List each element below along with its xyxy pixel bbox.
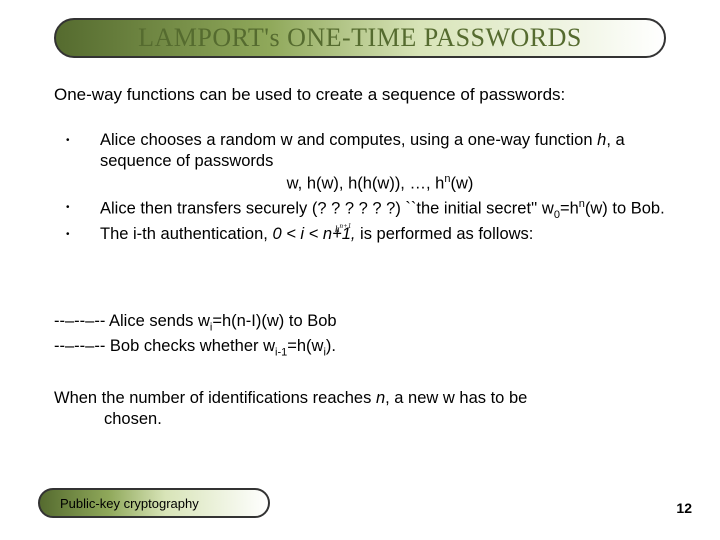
maybe-sup: n+1 <box>340 222 352 230</box>
b3-tail: is performed as follows: <box>355 225 533 243</box>
bullet-1-body: Alice chooses a random w and computes, u… <box>100 130 666 195</box>
bullet-dot-icon: • <box>66 224 100 245</box>
closing-b: , a new w has to be <box>385 389 527 407</box>
d1-a: --–--–-- Alice sends w <box>54 312 210 330</box>
bullet-3: • The i-th authentication, 0 < i < n+1, … <box>66 224 666 245</box>
b1-c2: (w) <box>450 175 473 193</box>
bullet-3-body: The i-th authentication, 0 < i < n+1, is… <box>100 224 666 245</box>
page-number: 12 <box>676 500 692 516</box>
b1-c1: w, h(w), h(h(w)), …, h <box>287 175 445 193</box>
dash-line-1: --–--–-- Alice sends wi=h(n-I)(w) to Bob <box>54 310 666 335</box>
d2-a: --–--–-- Bob checks whether w <box>54 337 275 355</box>
bullet-dot-icon: • <box>66 130 100 195</box>
d2-tail: ). <box>326 337 336 355</box>
d2-mid: =h(w <box>287 337 323 355</box>
bullet-2: • Alice then transfers securely (? ? ? ?… <box>66 197 666 222</box>
b2-tail: (w) to Bob. <box>585 199 665 217</box>
title-bar: LAMPORT's ONE-TIME PASSWORDS <box>54 18 666 58</box>
bullet-dot-icon: • <box>66 197 100 222</box>
b1-t1: Alice chooses a random w and computes, u… <box>100 131 597 149</box>
b3-a: The i-th authentication, <box>100 225 272 243</box>
b1-italic: h <box>597 131 606 149</box>
closing-italic: n <box>376 389 385 407</box>
d2-sub: i-1 <box>275 346 287 358</box>
bullet-list: • Alice chooses a random w and computes,… <box>66 130 666 247</box>
bullet-1: • Alice chooses a random w and computes,… <box>66 130 666 195</box>
b2-a: Alice then transfers securely (? ? ? ? ?… <box>100 199 554 217</box>
slide-title: LAMPORT's ONE-TIME PASSWORDS <box>138 23 582 53</box>
dash-line-2: --–--–-- Bob checks whether wi-1=h(wi). <box>54 335 666 360</box>
closing-c: chosen. <box>104 410 162 428</box>
footer-pill: Public-key cryptography <box>38 488 270 518</box>
intro-text: One-way functions can be used to create … <box>54 84 666 106</box>
b2-mid: =h <box>560 199 579 217</box>
footer-label: Public-key cryptography <box>60 496 199 511</box>
d1-tail: =h(n-I)(w) to Bob <box>212 312 336 330</box>
b1-center: w, h(w), h(h(w)), …, hn(w) <box>100 172 660 195</box>
closing-text: When the number of identifications reach… <box>54 388 666 431</box>
dashed-steps: --–--–-- Alice sends wi=h(n-I)(w) to Bob… <box>54 310 666 360</box>
small-annotation: hn+1 <box>335 222 351 234</box>
bullet-2-body: Alice then transfers securely (? ? ? ? ?… <box>100 197 666 222</box>
closing-a: When the number of identifications reach… <box>54 389 376 407</box>
